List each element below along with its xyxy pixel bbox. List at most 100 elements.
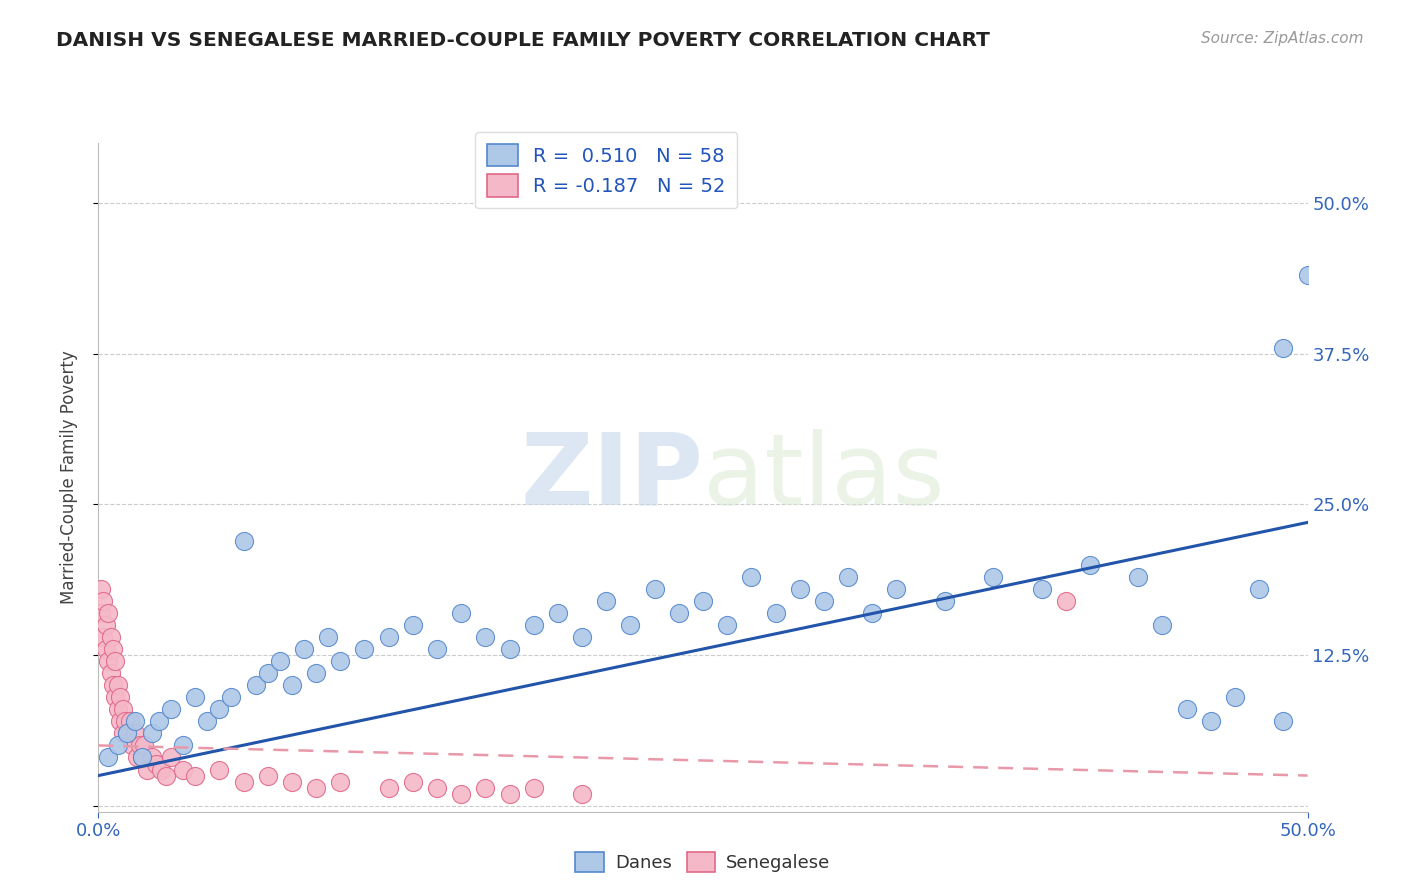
Point [97,654,120,668]
Point [107,739,129,753]
Point [150,763,173,777]
Point [121,739,143,753]
Point [329,654,352,668]
Point [90,606,112,620]
Point [124,714,146,729]
Point [281,774,304,789]
Point [426,642,449,657]
Point [111,726,134,740]
Text: Source: ZipAtlas.com: Source: ZipAtlas.com [1201,31,1364,46]
Point [619,618,641,632]
Point [141,726,163,740]
Point [1031,582,1053,596]
Point [111,702,134,716]
Point [160,750,183,764]
Point [377,780,399,795]
Point [256,768,278,782]
Point [402,618,425,632]
Point [184,768,207,782]
Point [124,726,146,740]
Point [1296,268,1319,283]
Point [886,582,908,596]
Point [91,630,114,644]
Point [148,714,170,729]
Point [292,642,315,657]
Point [208,702,231,716]
Point [269,654,291,668]
Point [595,594,617,608]
Point [155,768,177,782]
Point [232,533,254,548]
Point [860,606,883,620]
Point [692,594,714,608]
Point [221,690,243,705]
Point [245,678,267,692]
Point [813,594,835,608]
Point [131,750,153,764]
Legend: Danes, Senegalese: Danes, Senegalese [568,845,838,880]
Point [134,739,156,753]
Point [547,606,569,620]
Point [644,582,666,596]
Point [107,702,129,716]
Point [1199,714,1222,729]
Point [716,618,738,632]
Point [141,750,163,764]
Point [100,630,122,644]
Text: ZIP: ZIP [520,429,703,525]
Point [108,690,131,705]
Point [474,780,496,795]
Point [837,569,859,583]
Point [101,642,124,657]
Point [104,654,127,668]
Point [1128,569,1150,583]
Point [91,594,114,608]
Point [97,750,120,764]
Point [90,582,112,596]
Point [117,726,139,740]
Text: DANISH VS SENEGALESE MARRIED-COUPLE FAMILY POVERTY CORRELATION CHART: DANISH VS SENEGALESE MARRIED-COUPLE FAMI… [56,31,990,50]
Point [135,763,157,777]
Point [1175,702,1198,716]
Point [128,739,150,753]
Point [1272,714,1295,729]
Point [353,642,375,657]
Point [1078,558,1101,572]
Point [523,780,546,795]
Point [97,606,120,620]
Point [1272,341,1295,355]
Point [1223,690,1246,705]
Point [498,642,520,657]
Point [450,787,472,801]
Point [108,714,131,729]
Point [232,774,254,789]
Point [571,630,593,644]
Point [981,569,1004,583]
Point [740,569,762,583]
Point [474,630,496,644]
Point [765,606,787,620]
Point [195,714,218,729]
Point [94,618,117,632]
Point [934,594,956,608]
Point [127,750,149,764]
Y-axis label: Married-Couple Family Poverty: Married-Couple Family Poverty [59,351,77,604]
Point [172,739,194,753]
Point [1152,618,1174,632]
Point [208,763,231,777]
Point [118,714,141,729]
Point [172,763,194,777]
Point [104,690,127,705]
Point [107,678,129,692]
Point [1054,594,1077,608]
Point [329,774,352,789]
Point [305,666,328,681]
Point [402,774,425,789]
Point [117,726,139,740]
Point [160,702,183,716]
Point [145,756,167,771]
Point [498,787,520,801]
Point [131,750,153,764]
Point [1249,582,1271,596]
Point [377,630,399,644]
